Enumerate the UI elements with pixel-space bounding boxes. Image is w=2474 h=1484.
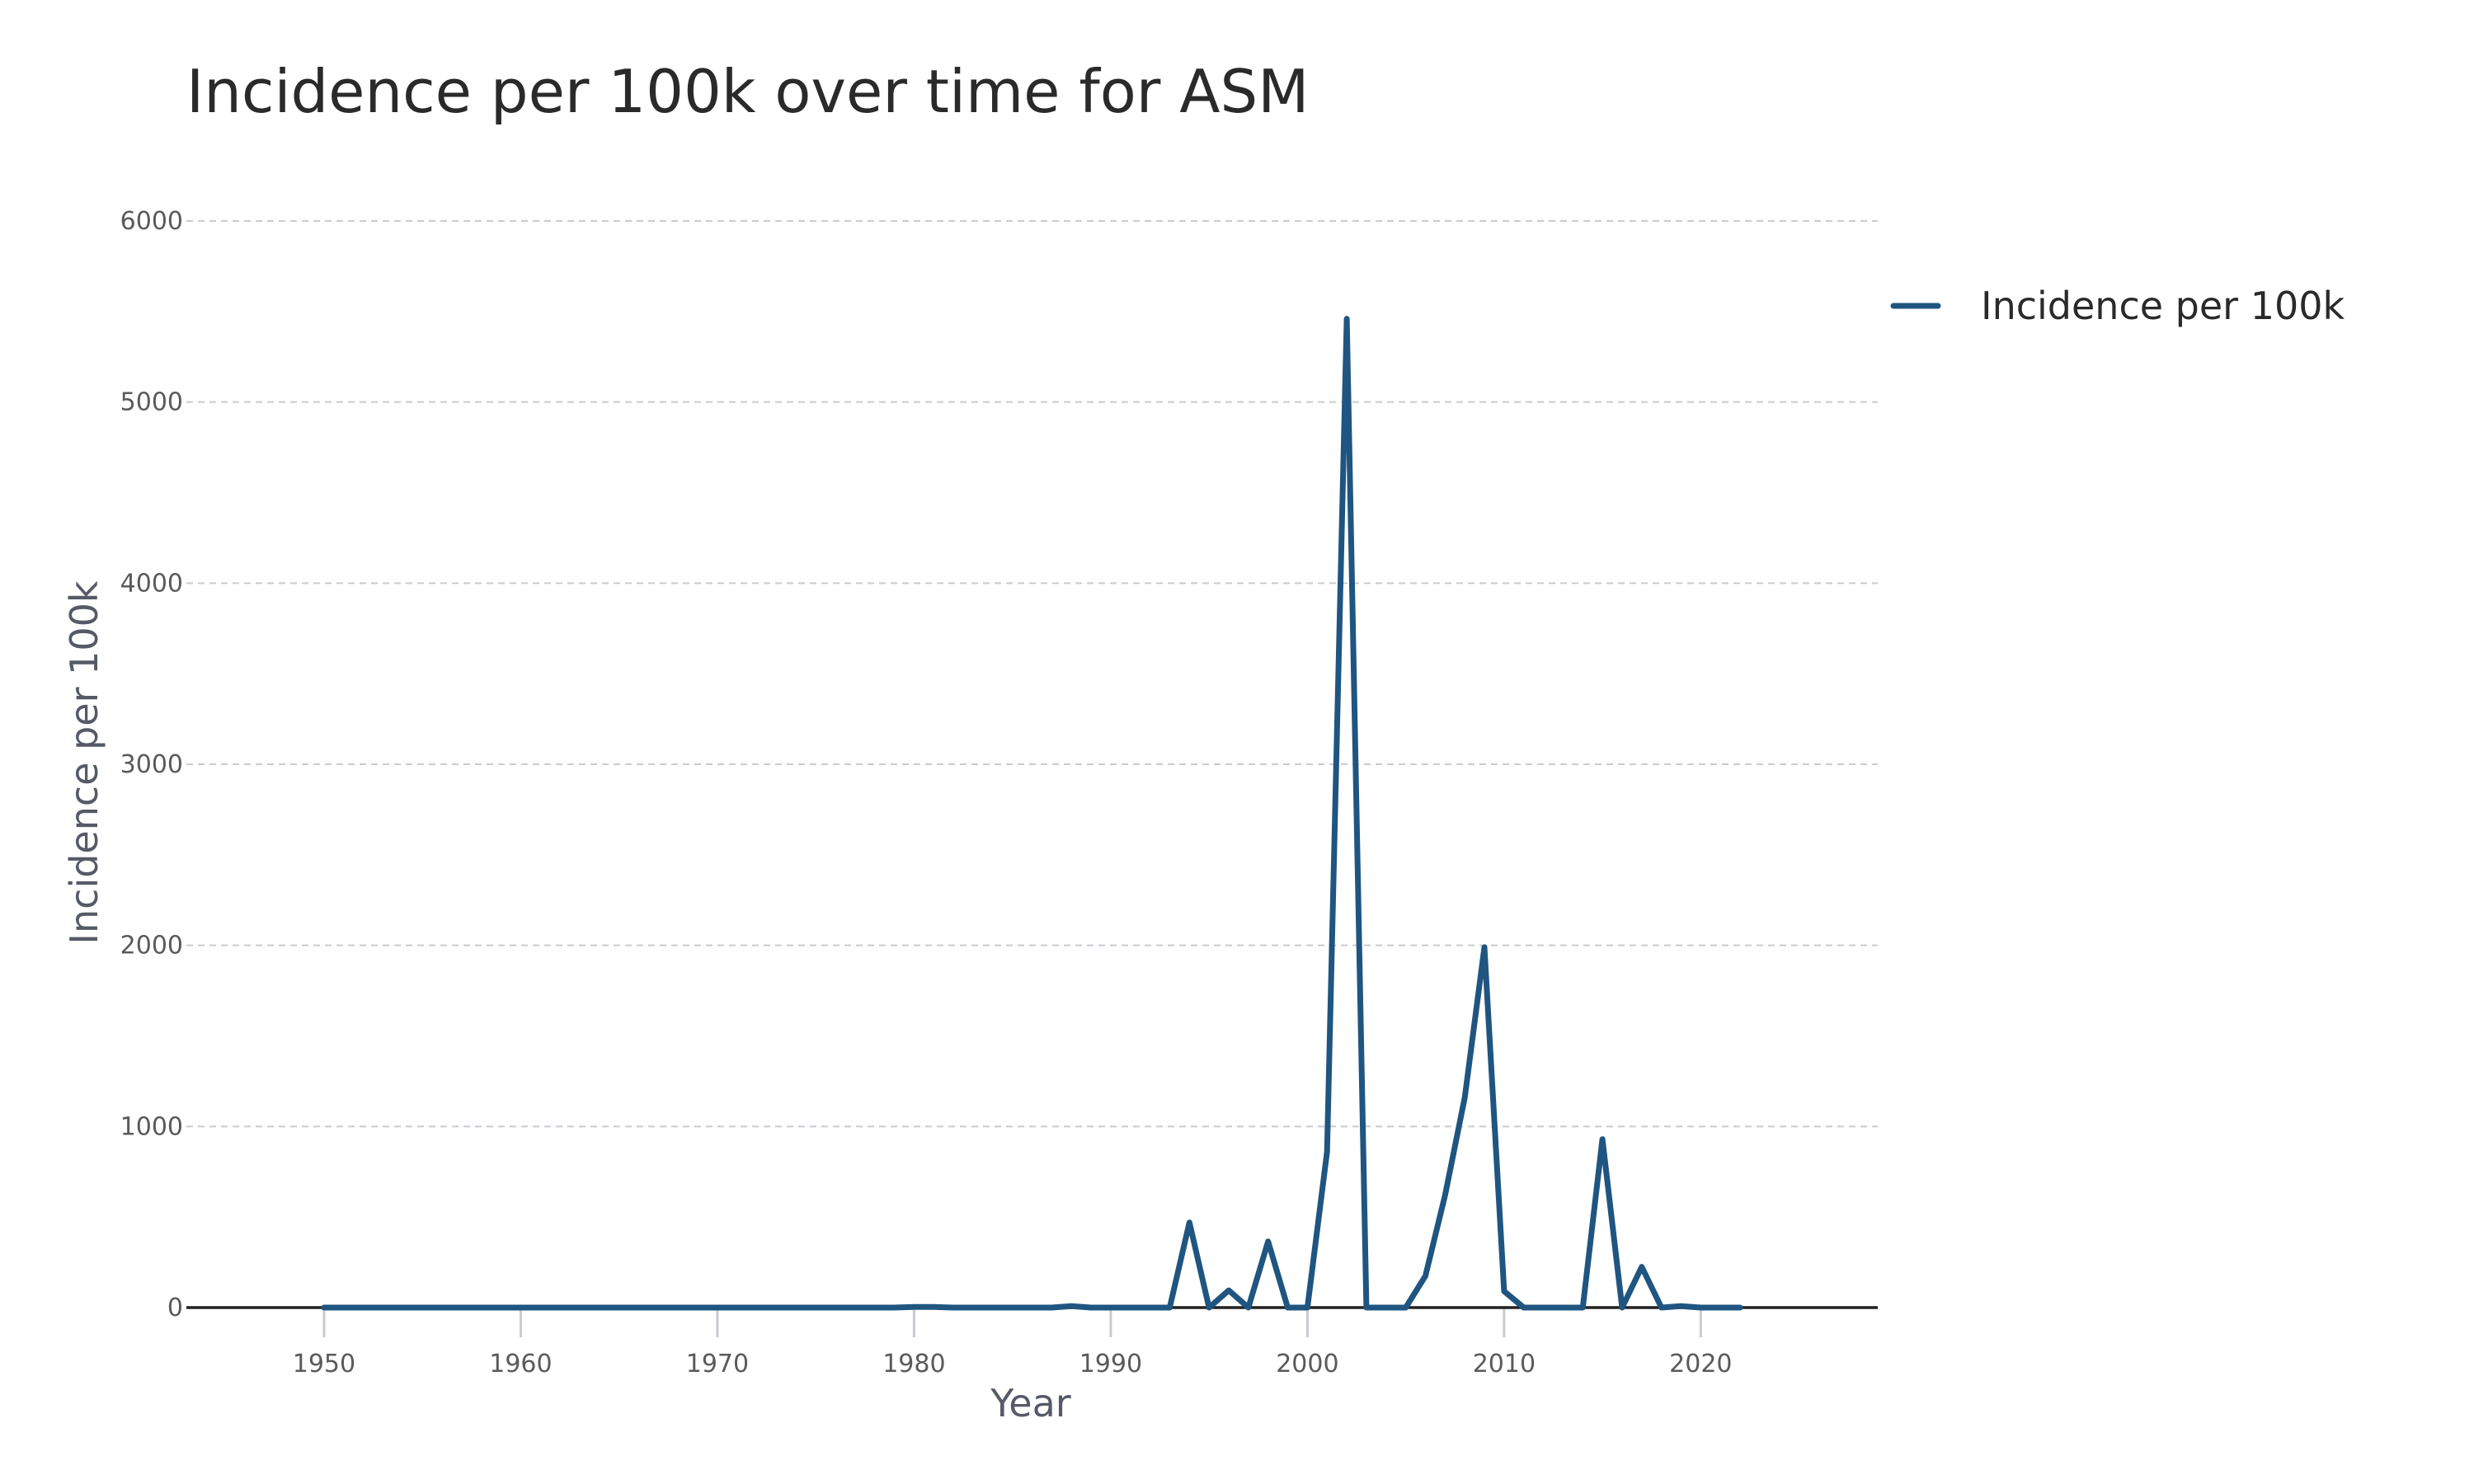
grid-lines bbox=[186, 220, 1878, 1128]
series-lines bbox=[321, 316, 1743, 1311]
x-tick-label: 1950 bbox=[293, 1350, 355, 1378]
legend[interactable]: Incidence per 100k bbox=[1890, 284, 2345, 328]
y-tick-label: 2000 bbox=[120, 932, 183, 960]
series-line bbox=[321, 316, 1743, 1311]
y-tick-label: 4000 bbox=[120, 569, 183, 598]
y-axis-ticks: 0 1000 2000 3000 4000 5000 6000 bbox=[120, 207, 183, 1322]
x-tick-label: 2010 bbox=[1473, 1350, 1536, 1378]
x-tick-label: 1960 bbox=[489, 1350, 552, 1378]
x-tick-label: 2020 bbox=[1669, 1350, 1732, 1378]
y-tick-label: 6000 bbox=[120, 207, 183, 236]
x-tick-label: 2000 bbox=[1276, 1350, 1338, 1378]
y-tick-label: 5000 bbox=[120, 388, 183, 417]
chart-title: Incidence per 100k over time for ASM bbox=[186, 57, 1309, 126]
y-axis-title: Incidence per 100k bbox=[62, 580, 106, 944]
x-axis-ticks: 1950 1960 1970 1980 1990 2000 2010 2020 bbox=[293, 1308, 1733, 1378]
x-tick-label: 1970 bbox=[686, 1350, 749, 1378]
y-tick-label: 0 bbox=[167, 1294, 183, 1322]
y-tick-label: 1000 bbox=[120, 1112, 183, 1141]
x-tick-label: 1980 bbox=[882, 1350, 945, 1378]
y-tick-label: 3000 bbox=[120, 750, 183, 779]
legend-label: Incidence per 100k bbox=[1981, 284, 2345, 328]
x-axis-title: Year bbox=[990, 1381, 1070, 1425]
x-tick-label: 1990 bbox=[1079, 1350, 1142, 1378]
